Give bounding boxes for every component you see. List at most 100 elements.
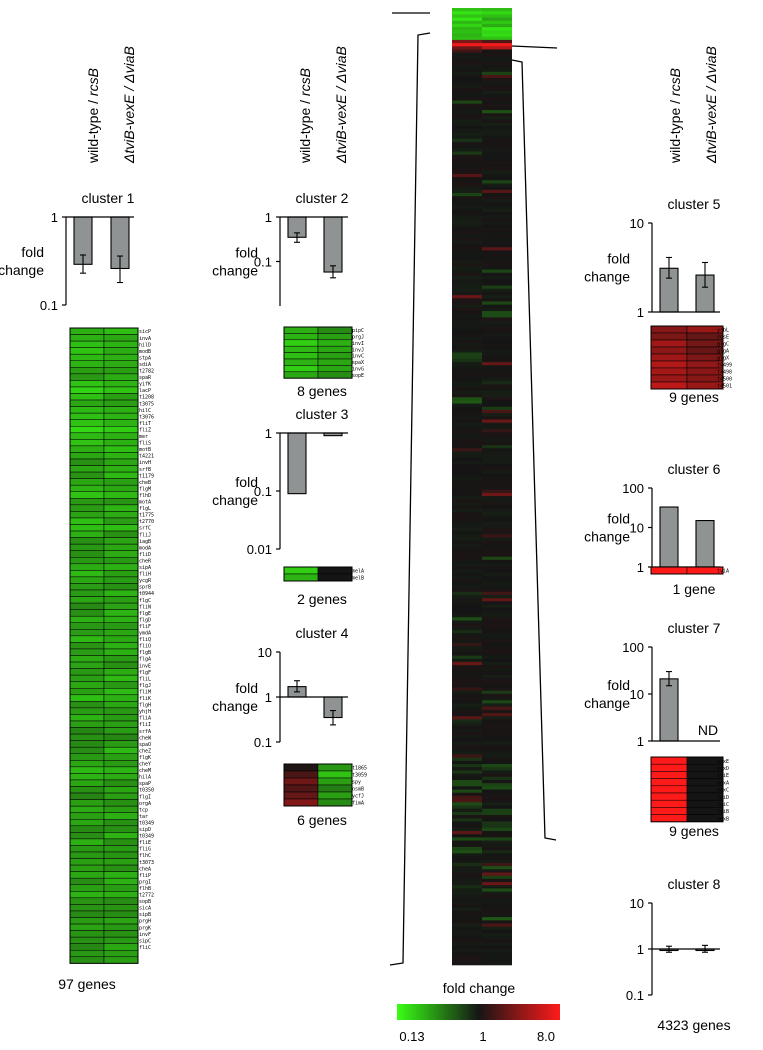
cluster-8: cluster 8 10 1 0.1 4323 genes	[626, 876, 731, 1033]
heatmap-cell	[69, 380, 105, 388]
overview-cell	[482, 604, 512, 609]
gene-count: 2 genes	[297, 591, 347, 607]
overview-cell	[482, 126, 512, 130]
overview-cell	[452, 240, 482, 245]
gene-label: tviA	[717, 569, 729, 575]
heatmap-cell	[317, 326, 353, 334]
overview-cell	[452, 358, 482, 363]
heatmap-cell	[317, 770, 353, 779]
overview-cell	[452, 416, 482, 420]
overview-cell	[452, 949, 482, 953]
column-header-italic: rcsB	[297, 68, 313, 96]
overview-cell	[452, 665, 482, 669]
cluster-4: cluster 4 fold change 10 1 0.1 t1865t3059spyos…	[212, 625, 367, 828]
overview-cell	[482, 757, 512, 762]
heatmap-border	[69, 327, 139, 964]
overview-cell	[452, 330, 482, 334]
overview-cell	[482, 639, 512, 644]
column-headers: wild-type / rcsB ΔtviB-vexE / ΔviaB wild-t…	[85, 46, 719, 164]
heatmap-cell	[283, 333, 319, 341]
overview-cell	[482, 460, 512, 465]
overview-cell	[482, 572, 512, 577]
overview-cell	[482, 856, 512, 861]
overview-cell	[482, 167, 512, 171]
y-tick-label: 100	[622, 481, 644, 496]
overview-cell	[482, 52, 512, 57]
overview-cell	[452, 907, 482, 912]
overview-cell	[452, 212, 482, 216]
gene-label: sipC	[139, 938, 151, 944]
overview-cell	[482, 304, 512, 309]
overview-cell	[452, 496, 482, 500]
overview-cell	[482, 307, 512, 312]
overview-cell	[482, 295, 512, 299]
overview-cell	[452, 502, 482, 506]
overview-cell	[482, 368, 512, 372]
overview-cell	[452, 78, 482, 82]
y-axis-label: change	[212, 492, 258, 508]
overview-cell	[452, 543, 482, 548]
overview-cell	[482, 642, 512, 647]
heatmap-cell	[69, 478, 105, 486]
heatmap-cell	[103, 563, 139, 571]
heatmap-cell	[103, 891, 139, 899]
gene-label: t4221	[139, 454, 154, 460]
overview-cell	[452, 687, 482, 691]
overview-cell	[482, 945, 512, 950]
overview-cell	[452, 320, 482, 325]
heatmap-cell	[103, 367, 139, 375]
heatmap-cell	[103, 471, 139, 479]
overview-cell	[482, 789, 512, 794]
overview-cell	[452, 735, 482, 739]
overview-cell	[482, 866, 512, 870]
overview-cell	[452, 81, 482, 85]
overview-cell	[482, 65, 512, 69]
overview-cell	[482, 693, 512, 698]
heatmap-cell	[69, 373, 105, 381]
overview-cell	[482, 208, 512, 213]
gene-label: fliT	[139, 421, 151, 427]
overview-cell	[452, 888, 482, 892]
heatmap-cell	[69, 563, 105, 571]
heatmap-cell	[69, 347, 105, 355]
overview-cell	[452, 103, 482, 108]
overview-cell	[482, 266, 512, 270]
overview-cell	[482, 489, 512, 494]
heatmap-cell	[283, 326, 319, 334]
overview-cell	[482, 933, 512, 937]
overview-cell	[452, 365, 482, 369]
heatmap-cell	[103, 904, 139, 912]
overview-cell	[452, 52, 482, 57]
heatmap-cell	[103, 622, 139, 630]
heatmap-cell	[69, 661, 105, 669]
heatmap-cell	[69, 615, 105, 624]
column-header: ΔtviB-vexE / ΔviaB	[333, 46, 349, 164]
overview-cell	[482, 161, 512, 165]
heatmap-cell	[69, 353, 105, 362]
gene-label: tviB	[717, 809, 729, 815]
overview-cell	[452, 840, 482, 845]
overview-cell	[452, 177, 482, 181]
overview-cell	[452, 307, 482, 312]
y-axis-label: change	[212, 263, 258, 279]
heatmap-cell	[103, 819, 139, 827]
overview-cell	[452, 610, 482, 615]
overview-cell	[452, 614, 482, 618]
overview-cell	[452, 617, 482, 621]
heatmap-cell	[69, 871, 105, 879]
bracket-right-long	[511, 59, 557, 841]
y-tick-label: 100	[622, 640, 644, 655]
overview-cell	[452, 824, 482, 829]
overview-cell	[482, 480, 512, 484]
gene-count: 9 genes	[669, 389, 719, 405]
overview-cell	[452, 929, 482, 934]
overview-cell	[452, 757, 482, 762]
overview-cell	[482, 588, 512, 593]
overview-cell	[452, 135, 482, 140]
overview-cell	[482, 256, 512, 261]
overview-cell	[452, 894, 482, 899]
heatmap-cell	[69, 386, 105, 394]
overview-cell	[452, 585, 482, 589]
